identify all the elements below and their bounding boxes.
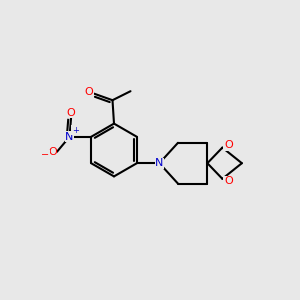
- Text: N: N: [155, 158, 164, 168]
- Text: O: O: [224, 176, 233, 186]
- Text: O: O: [67, 108, 75, 118]
- Text: +: +: [72, 126, 79, 135]
- Text: O: O: [48, 147, 57, 157]
- Text: −: −: [41, 150, 50, 161]
- Text: O: O: [84, 87, 93, 97]
- Text: O: O: [224, 140, 233, 150]
- Text: N: N: [65, 132, 74, 142]
